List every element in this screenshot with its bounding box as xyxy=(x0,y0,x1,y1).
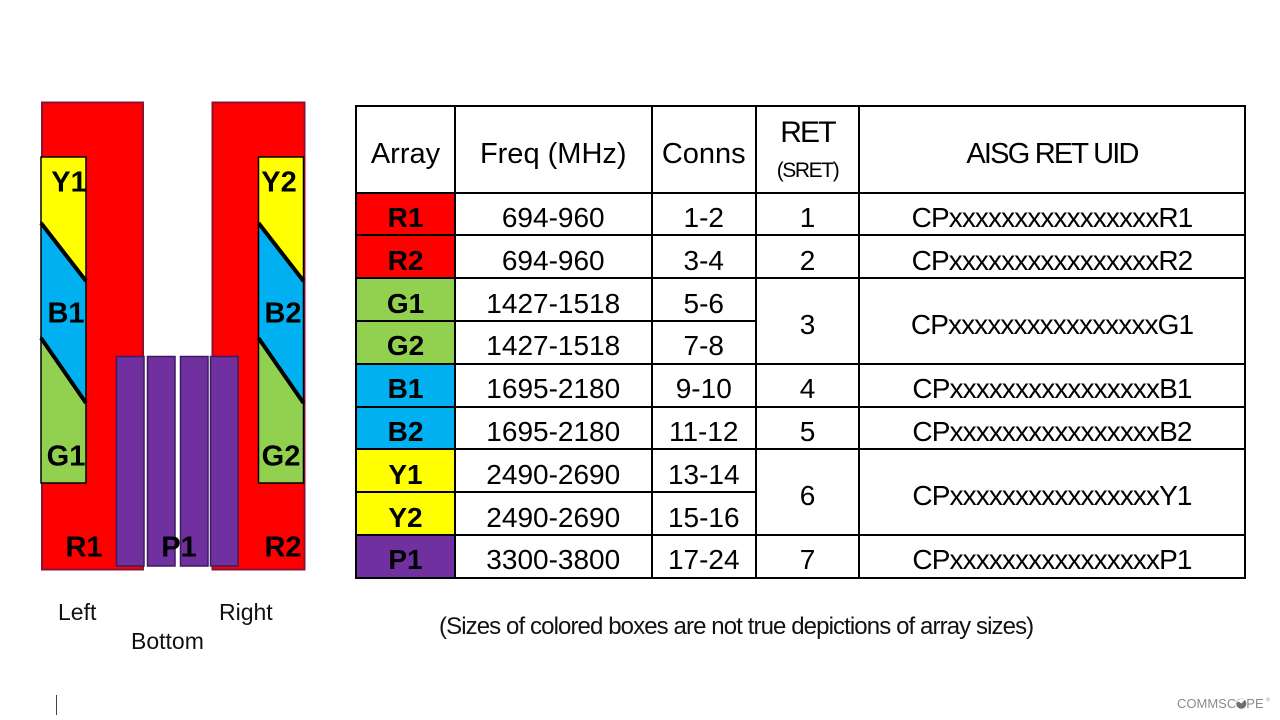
svg-text:PE: PE xyxy=(1246,696,1264,711)
svg-text:COMMSC: COMMSC xyxy=(1177,696,1236,711)
svg-text:®: ® xyxy=(1266,697,1270,704)
